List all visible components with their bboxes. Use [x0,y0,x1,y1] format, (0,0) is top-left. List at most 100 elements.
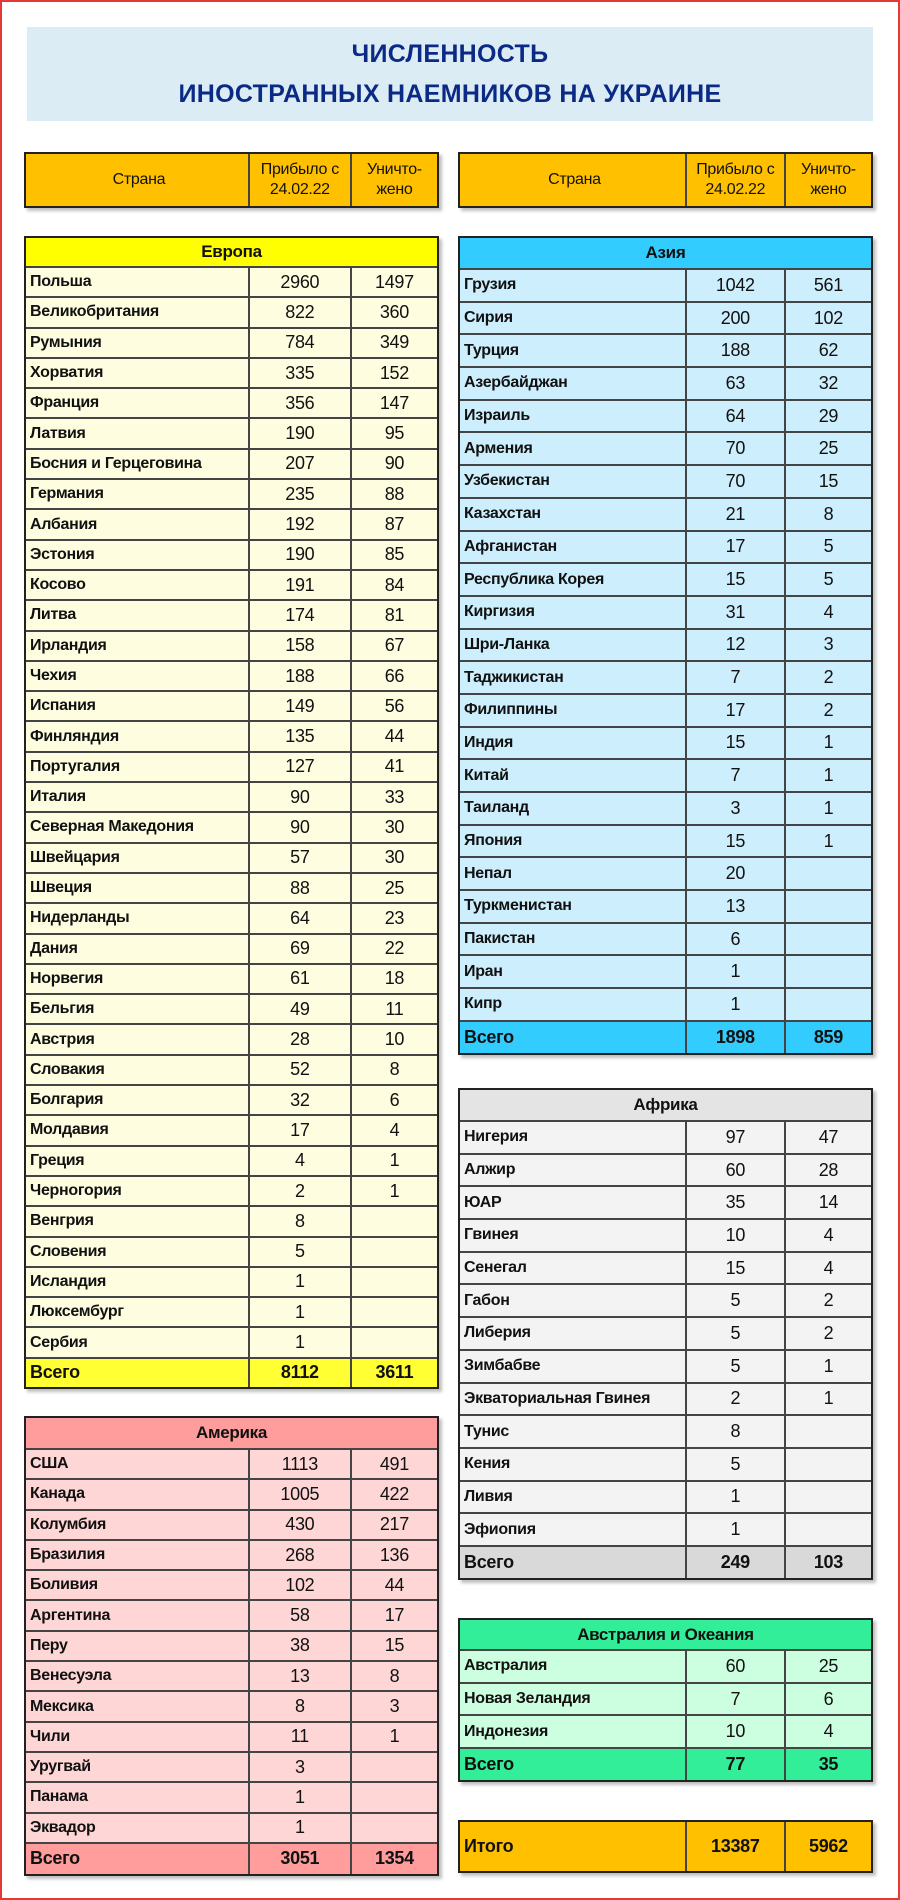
cell-destroyed: 56 [349,692,437,721]
cell-destroyed: 4 [783,1220,871,1251]
cell-arrived: 15 [684,825,784,857]
cell-country: Чехия [30,667,77,684]
cell-country: Алжир [464,1161,516,1179]
cell-arrived: 21 [684,498,784,530]
cell-country: Канада [30,1485,85,1503]
cell-country: Кипр [464,995,502,1013]
cell-arrived: 4 [247,1146,350,1175]
cell-country: Венгрия [30,1212,94,1230]
cell-country: Иран [464,962,503,980]
cell-arrived: 70 [684,466,784,497]
cell-destroyed: 1 [783,1350,871,1382]
grand-total-table: Итого 13387 5962 [458,1820,873,1873]
cell-destroyed: 41 [349,752,437,782]
table-row: Мексика 8 3 [26,1690,437,1721]
cell-country: Эфиопия [464,1520,536,1538]
cell-arrived: 60 [684,1651,784,1682]
cell-country: Зимбабве [464,1357,541,1375]
cell-country: Индия [464,733,513,751]
cell-destroyed: 15 [783,466,871,497]
table-row: Тунис 8 [460,1414,871,1447]
cell-destroyed: 152 [349,358,437,388]
cell-country: Латвия [30,424,86,442]
cell-country: Мексика [30,1697,94,1715]
cell-arrived: 35 [684,1187,784,1219]
cell-destroyed: 3611 [349,1358,437,1387]
cell-destroyed [783,891,871,922]
table-row: Венгрия 8 [26,1205,437,1236]
cell-arrived: 192 [247,510,350,539]
table-row: Киргизия 31 4 [460,594,871,628]
cell-arrived: 90 [247,783,350,812]
table-row: Габон 5 2 [460,1283,871,1317]
table-row: Швейцария 57 30 [26,841,437,872]
header-country: Страна [548,171,601,188]
table-row: Панама 1 [26,1781,437,1812]
cell-destroyed: 30 [349,813,437,842]
table-row: Сенегал 15 4 [460,1250,871,1284]
table-row: Босния и Герцеговина 207 90 [26,447,437,479]
cell-arrived: 58 [247,1601,350,1630]
cell-arrived: 88 [247,873,350,903]
cell-country: Нигерия [464,1128,528,1146]
cell-arrived: 17 [684,531,784,563]
cell-country: Австралия [464,1657,548,1675]
table-row: Таджикистан 7 2 [460,660,871,693]
table-row: Испания 149 56 [26,690,437,721]
cell-country: Австрия [30,1030,95,1048]
cell-destroyed: 422 [349,1480,437,1509]
cell-arrived: 8112 [247,1358,350,1387]
column-header-row: Страна Прибыло с 24.02.22 Уничто-жено [460,154,871,206]
table-row: Индия 15 1 [460,725,871,759]
cell-destroyed: 3 [783,629,871,661]
table-row: Финляндия 135 44 [26,720,437,751]
cell-destroyed: 87 [349,510,437,539]
cell-arrived: 3 [247,1752,350,1782]
cell-arrived: 20 [684,858,784,890]
cell-arrived: 31 [684,596,784,628]
cell-destroyed: 25 [783,1651,871,1682]
cell-arrived: 60 [684,1154,784,1186]
cell-country: Республика Корея [464,570,605,588]
table-row: Франция 356 147 [26,387,437,418]
cell-country: Аргентина [30,1606,111,1624]
table-row: Северная Македония 90 30 [26,811,437,842]
cell-country: Венесуэла [30,1667,112,1685]
cell-country: Тунис [464,1422,509,1440]
cell-destroyed [783,956,871,988]
cell-destroyed [783,858,871,890]
region-table-america: Америка США 1113 491 Канада 1005 422 Колумбия 43… [24,1416,439,1876]
cell-destroyed [349,1207,437,1236]
cell-destroyed: 18 [349,964,437,994]
cell-country: Франция [30,394,99,412]
cell-destroyed: 81 [349,601,437,630]
cell-country: Сербия [30,1333,88,1351]
cell-destroyed: 84 [349,570,437,600]
table-row: Латвия 190 95 [26,417,437,448]
cell-country: Великобритания [30,303,159,321]
cell-destroyed [349,1237,437,1266]
cell-country: Северная Македония [30,818,194,836]
table-row: Туркменистан 13 [460,889,871,922]
cell-destroyed: 6 [349,1086,437,1115]
cell-country: Кения [464,1455,511,1473]
cell-arrived: 5 [247,1237,350,1266]
region-table-oceania: Австралия и Океания Австралия 60 25 Новая Зе… [458,1618,873,1783]
cell-destroyed: 85 [349,540,437,569]
cell-arrived: 2 [247,1176,350,1206]
table-row: Таиланд 3 1 [460,791,871,824]
cell-country: Всего [464,1551,514,1572]
cell-arrived: 7 [684,1683,784,1715]
table-row: Либерия 5 2 [460,1316,871,1349]
cell-arrived: 61 [247,964,350,994]
cell-country: Бельгия [30,1000,95,1018]
cell-destroyed: 6 [783,1683,871,1715]
cell-destroyed: 25 [349,873,437,903]
cell-country: Хорватия [30,364,104,382]
cell-destroyed: 67 [349,631,437,660]
table-row: Иран 1 [460,954,871,988]
cell-destroyed: 217 [349,1510,437,1539]
cell-country: Шри-Ланка [464,635,550,653]
table-row: Афганистан 17 5 [460,529,871,563]
table-row: Италия 90 33 [26,781,437,812]
